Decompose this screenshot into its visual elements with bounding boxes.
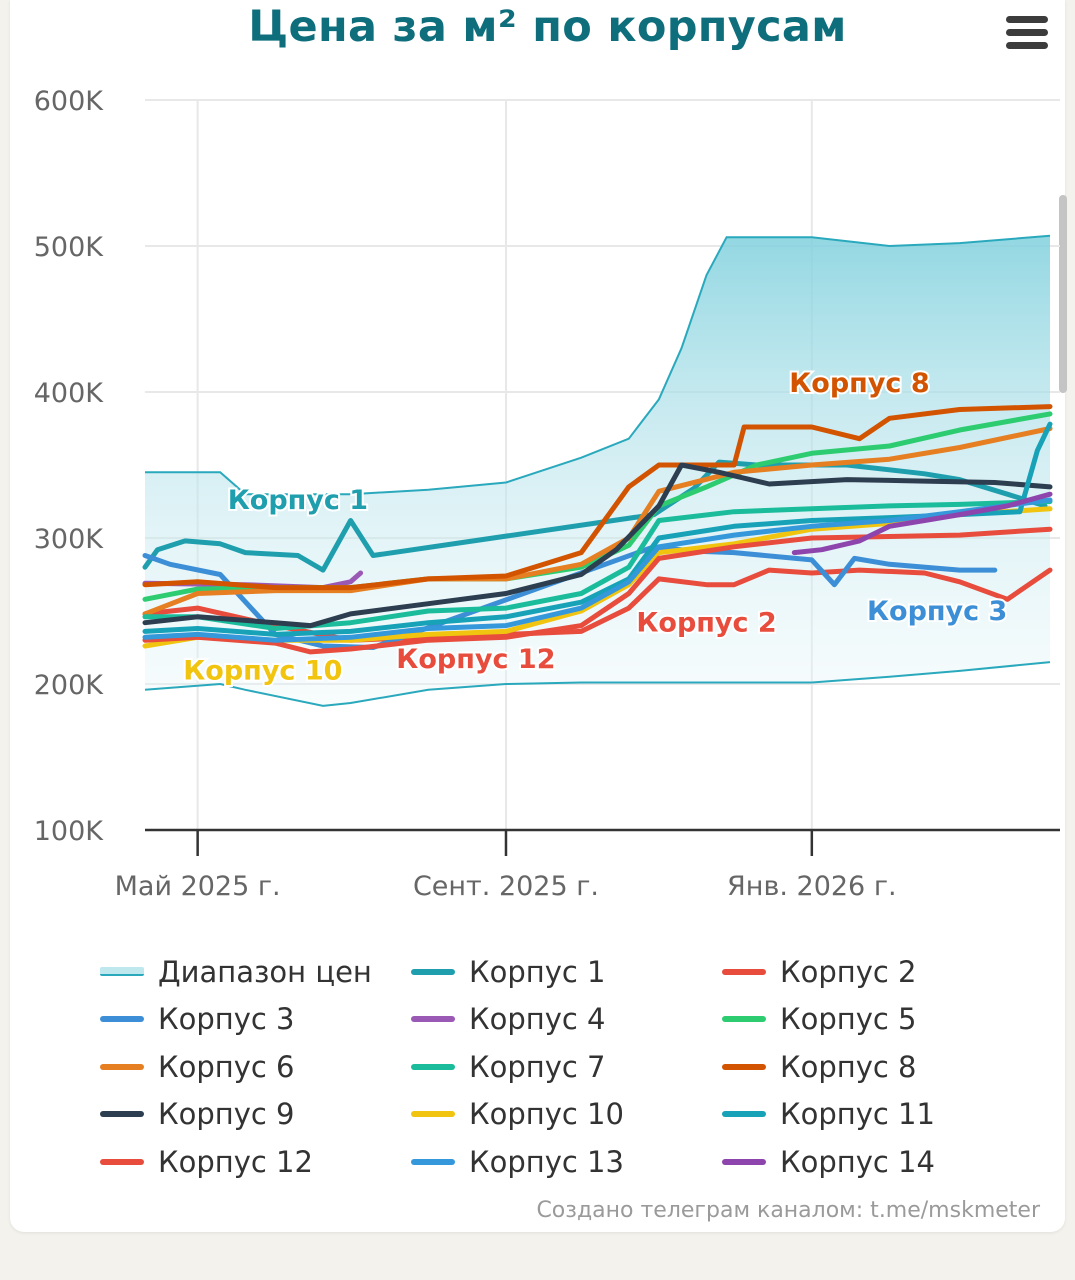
legend-label: Корпус 4 — [469, 1002, 606, 1037]
legend-swatch — [411, 1111, 455, 1118]
legend-swatch — [411, 1016, 455, 1023]
legend-swatch — [722, 1111, 766, 1118]
legend-swatch — [100, 1111, 144, 1118]
credits-link[interactable]: Создано телеграм каналом: t.me/mskmeter — [536, 1198, 1040, 1223]
hamburger-icon[interactable] — [1001, 14, 1051, 54]
series-line-1 — [142, 459, 1048, 573]
series-line-11 — [142, 421, 1053, 637]
legend-label: Корпус 12 — [158, 1144, 313, 1179]
series-line-9 — [142, 462, 1053, 629]
legend-label: Корпус 13 — [469, 1144, 624, 1179]
y-tick-label: 400K — [34, 378, 105, 409]
legend-swatch — [100, 1063, 144, 1070]
axes: 100K 200K 300K 400K 500K 600K Май 2025 г. Сент.… — [34, 86, 1060, 902]
series-line-6 — [142, 426, 1053, 617]
legend-item[interactable]: Корпус 11 — [722, 1093, 1033, 1137]
range-low-line — [144, 661, 1051, 707]
line-chart: 100K 200K 300K 400K 500K 600K Май 2025 г. Сент.… — [34, 86, 1060, 902]
legend-label: Корпус 3 — [158, 1002, 295, 1037]
x-tick-label: Май 2025 г. — [115, 871, 281, 902]
scrollbar[interactable] — [1059, 195, 1067, 393]
series-line-14 — [791, 491, 1053, 556]
legend-label: Корпус 8 — [780, 1049, 917, 1084]
series-label: Корпус 8 — [789, 368, 929, 399]
series-line-7 — [142, 499, 1053, 631]
legend-label: Корпус 9 — [158, 1097, 295, 1132]
legend-swatch — [722, 1158, 766, 1165]
legend-item[interactable]: Корпус 10 — [411, 1093, 722, 1137]
chart-title: Цена за м² по корпусам — [248, 2, 847, 52]
legend-label: Корпус 7 — [469, 1049, 606, 1084]
series-label: Корпус 3 — [867, 596, 1007, 627]
legend-label: Корпус 2 — [780, 954, 917, 989]
legend-item[interactable]: Корпус 8 — [722, 1045, 1033, 1089]
legend-item[interactable]: Корпус 5 — [722, 998, 1033, 1042]
legend-item[interactable]: Корпус 7 — [411, 1045, 722, 1089]
legend-swatch — [411, 1063, 455, 1070]
series-label: Корпус 1 — [228, 485, 368, 516]
series-line-13 — [142, 497, 1053, 643]
series-line-8 — [142, 404, 1053, 591]
legend-swatch — [100, 967, 144, 977]
legend-item[interactable]: Корпус 13 — [411, 1140, 722, 1184]
series-labels: Корпус 1 Корпус 2 Корпус 3 Корпус 8 Корпус 1… — [181, 366, 1009, 689]
legend-label: Корпус 14 — [780, 1144, 935, 1179]
legend-item[interactable]: Корпус 2 — [722, 950, 1033, 994]
legend-swatch — [722, 1063, 766, 1070]
legend-item[interactable]: Корпус 12 — [100, 1140, 411, 1184]
legend-label: Корпус 5 — [780, 1002, 917, 1037]
series-label: Корпус 10 — [183, 656, 342, 687]
legend-swatch — [722, 968, 766, 975]
legend-label: Корпус 11 — [780, 1097, 935, 1132]
y-tick-label: 200K — [34, 670, 105, 701]
legend-label: Корпус 10 — [469, 1097, 624, 1132]
legend-swatch — [411, 1158, 455, 1165]
x-tick-label: Сент. 2025 г. — [413, 871, 599, 902]
y-tick-label: 500K — [34, 232, 105, 263]
y-tick-label: 300K — [34, 524, 105, 555]
legend-swatch — [411, 968, 455, 975]
legend-swatch — [722, 1016, 766, 1023]
legend-item[interactable]: Корпус 6 — [100, 1045, 411, 1089]
legend-item[interactable]: Корпус 4 — [411, 998, 722, 1042]
legend-swatch — [100, 1016, 144, 1023]
legend-item[interactable]: Диапазон цен — [100, 950, 411, 994]
series-lines — [142, 404, 1053, 655]
legend-swatch — [100, 1158, 144, 1165]
legend-item[interactable]: Корпус 9 — [100, 1093, 411, 1137]
legend-item[interactable]: Корпус 14 — [722, 1140, 1033, 1184]
legend: Диапазон цен Корпус 1 Корпус 2 Корпус 3 Корп… — [100, 950, 1040, 1184]
legend-label: Корпус 1 — [469, 954, 606, 989]
series-label: Корпус 2 — [636, 607, 776, 638]
y-tick-label: 100K — [34, 816, 105, 847]
y-tick-label: 600K — [34, 86, 105, 117]
series-label: Корпус 12 — [396, 644, 555, 675]
legend-label: Диапазон цен — [158, 954, 372, 989]
range-high-line — [145, 234, 1051, 496]
legend-item[interactable]: Корпус 3 — [100, 998, 411, 1042]
legend-label: Корпус 6 — [158, 1049, 295, 1084]
x-tick-label: Янв. 2026 г. — [727, 871, 897, 902]
legend-item[interactable]: Корпус 1 — [411, 950, 722, 994]
